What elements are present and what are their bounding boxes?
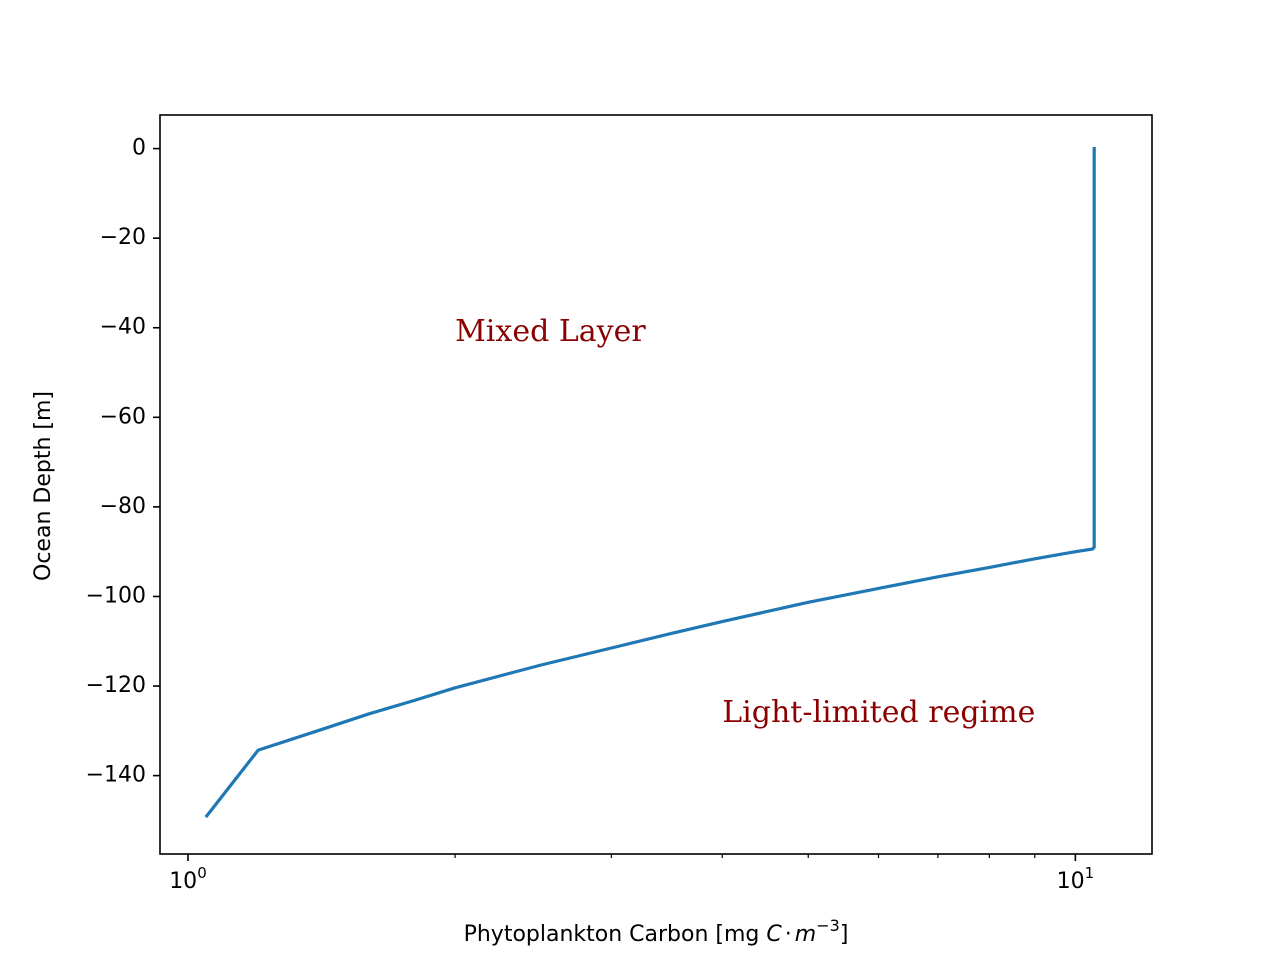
y-tick-label: −140 (86, 763, 146, 788)
annotation-0: Mixed Layer (455, 314, 646, 349)
y-tick-label: −80 (100, 494, 146, 519)
y-tick-label: −20 (100, 225, 146, 250)
x-axis-title: Phytoplankton Carbon [mg C · m−3] (464, 916, 849, 947)
y-tick-label: −60 (100, 404, 146, 429)
axes-frame (159, 114, 1153, 855)
y-tick-label: −120 (86, 673, 146, 698)
x-tick-label: 101 (1057, 864, 1095, 894)
y-axis-title: Ocean Depth [m] (31, 391, 56, 581)
y-tick-label: −100 (86, 583, 146, 608)
y-tick-label: −40 (100, 315, 146, 340)
data-line-phytoplankton-carbon (204, 147, 1096, 819)
annotation-1: Light-limited regime (722, 695, 1035, 730)
x-tick-label: 100 (169, 864, 207, 894)
y-tick-label: 0 (132, 136, 146, 161)
plot-area: Mixed Layer Light-limited regime 0 −20 −40 −6… (86, 114, 1153, 894)
